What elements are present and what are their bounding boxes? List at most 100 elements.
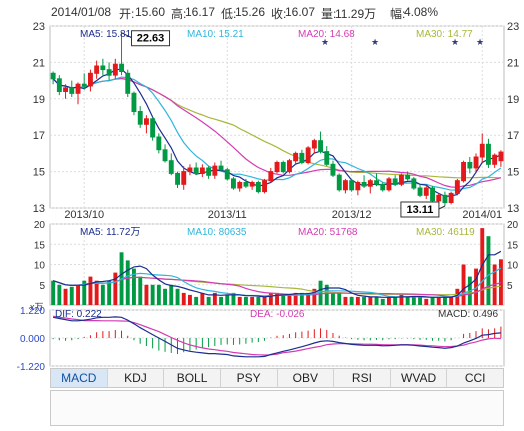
volume-legend-ma20: MA20: 51768 (298, 227, 358, 238)
volume-bar (331, 292, 335, 305)
volume-bar (100, 284, 105, 306)
candle (181, 171, 187, 185)
candle (361, 182, 367, 187)
dea-line (52, 315, 501, 356)
volume-bar (287, 294, 292, 305)
volume-bar (362, 296, 366, 305)
candle (69, 87, 75, 94)
volume-y-tick-left: 20 (34, 220, 46, 231)
volume-legend-ma5: MA5: 11.72万 (80, 227, 140, 238)
price-y-tick-right: 21 (507, 57, 519, 69)
volume-bar (94, 280, 99, 305)
price-x-label: 2013/11 (208, 209, 247, 221)
candle (206, 167, 212, 176)
candle (280, 162, 286, 173)
candle (405, 174, 411, 180)
candle (255, 182, 261, 193)
candle (131, 92, 137, 113)
candle (486, 143, 491, 165)
tab-rsi[interactable]: RSI (334, 369, 391, 387)
time-navigator[interactable] (50, 390, 504, 426)
volume-bar (411, 296, 416, 305)
volume-bar (368, 296, 373, 305)
volume-value: 11.29万 (335, 7, 377, 21)
volume-panel (49, 223, 505, 306)
close-value: 16.07 (285, 5, 316, 19)
price-x-label: 2014/01 (462, 209, 502, 221)
candle (63, 87, 68, 93)
candle (94, 65, 100, 74)
volume-label: 量: (321, 7, 337, 21)
volume-bar (399, 294, 404, 305)
volume-y-tick-right: 5 (507, 281, 513, 292)
volume-bar (486, 236, 491, 305)
volume-legend-ma10: MA10: 80635 (187, 227, 247, 238)
volume-bar (88, 276, 93, 305)
candle (112, 63, 118, 76)
volume-bar (256, 296, 261, 305)
candle (336, 174, 342, 191)
tab-obv[interactable]: OBV (278, 369, 335, 387)
price-y-tick-left: 13 (33, 203, 45, 215)
volume-bar (237, 296, 242, 305)
volume-bar (262, 296, 267, 305)
candle (324, 151, 330, 165)
price-legend-ma30: MA30: 14.77 (416, 29, 473, 40)
volume-bar (194, 296, 199, 305)
candle (193, 167, 199, 174)
macd-y-tick: 1.220 (20, 306, 45, 317)
tab-macd[interactable]: MACD (51, 369, 108, 387)
volume-bar (125, 260, 130, 305)
change-value: 4.08% (404, 5, 439, 19)
volume-bar (374, 296, 379, 305)
volume-bar (312, 288, 317, 305)
volume-bar (57, 284, 62, 306)
candle (156, 136, 162, 151)
volume-bar (175, 288, 180, 305)
candle (305, 147, 311, 163)
macd-y-tick: -1.220 (17, 362, 46, 373)
price-y-tick-left: 17 (33, 130, 45, 142)
candle (287, 160, 292, 173)
candle (343, 180, 348, 191)
volume-bar (200, 292, 205, 305)
candle (187, 167, 193, 173)
volume-bar (225, 294, 230, 305)
price-y-tick-left: 21 (33, 57, 45, 69)
volume-bar (281, 294, 286, 305)
volume-bar (436, 296, 441, 305)
indicator-tabs: MACD KDJ BOLL PSY OBV RSI WVAD CCI (50, 368, 504, 388)
candle (81, 83, 87, 87)
annotation-leader (438, 205, 446, 210)
volume-bar (349, 296, 354, 305)
tab-wvad[interactable]: WVAD (391, 369, 448, 387)
tab-boll[interactable]: BOLL (164, 369, 221, 387)
volume-bar (424, 298, 429, 305)
candle (262, 180, 268, 193)
tab-kdj[interactable]: KDJ (108, 369, 165, 387)
volume-bar (499, 259, 503, 305)
volume-bar (355, 296, 360, 305)
price-y-tick-right: 15 (507, 167, 519, 179)
candle (88, 72, 93, 87)
candle (330, 163, 336, 176)
volume-bar (430, 296, 435, 305)
tab-cci[interactable]: CCI (464, 371, 486, 385)
quote-header: 2014/01/08 开: 15.60 高: 16.17 低: 15.26 收:… (0, 0, 524, 24)
tab-psy[interactable]: PSY (221, 369, 278, 387)
low-label: 低: (221, 7, 237, 21)
price-legend-ma10: MA10: 15.21 (187, 29, 244, 40)
volume-bar (461, 264, 466, 305)
volume-bar (449, 296, 454, 305)
star-icon: ★ (371, 37, 379, 47)
price-y-tick-right: 13 (507, 203, 519, 215)
volume-y-tick-right: 20 (507, 220, 519, 231)
quote-date: 2014/01/08 (51, 5, 112, 19)
volume-y-tick-left: 15 (34, 240, 46, 251)
volume-bar (250, 296, 255, 305)
candle (492, 154, 498, 165)
candle (380, 183, 386, 191)
candle (50, 72, 56, 80)
volume-bar (268, 292, 273, 305)
